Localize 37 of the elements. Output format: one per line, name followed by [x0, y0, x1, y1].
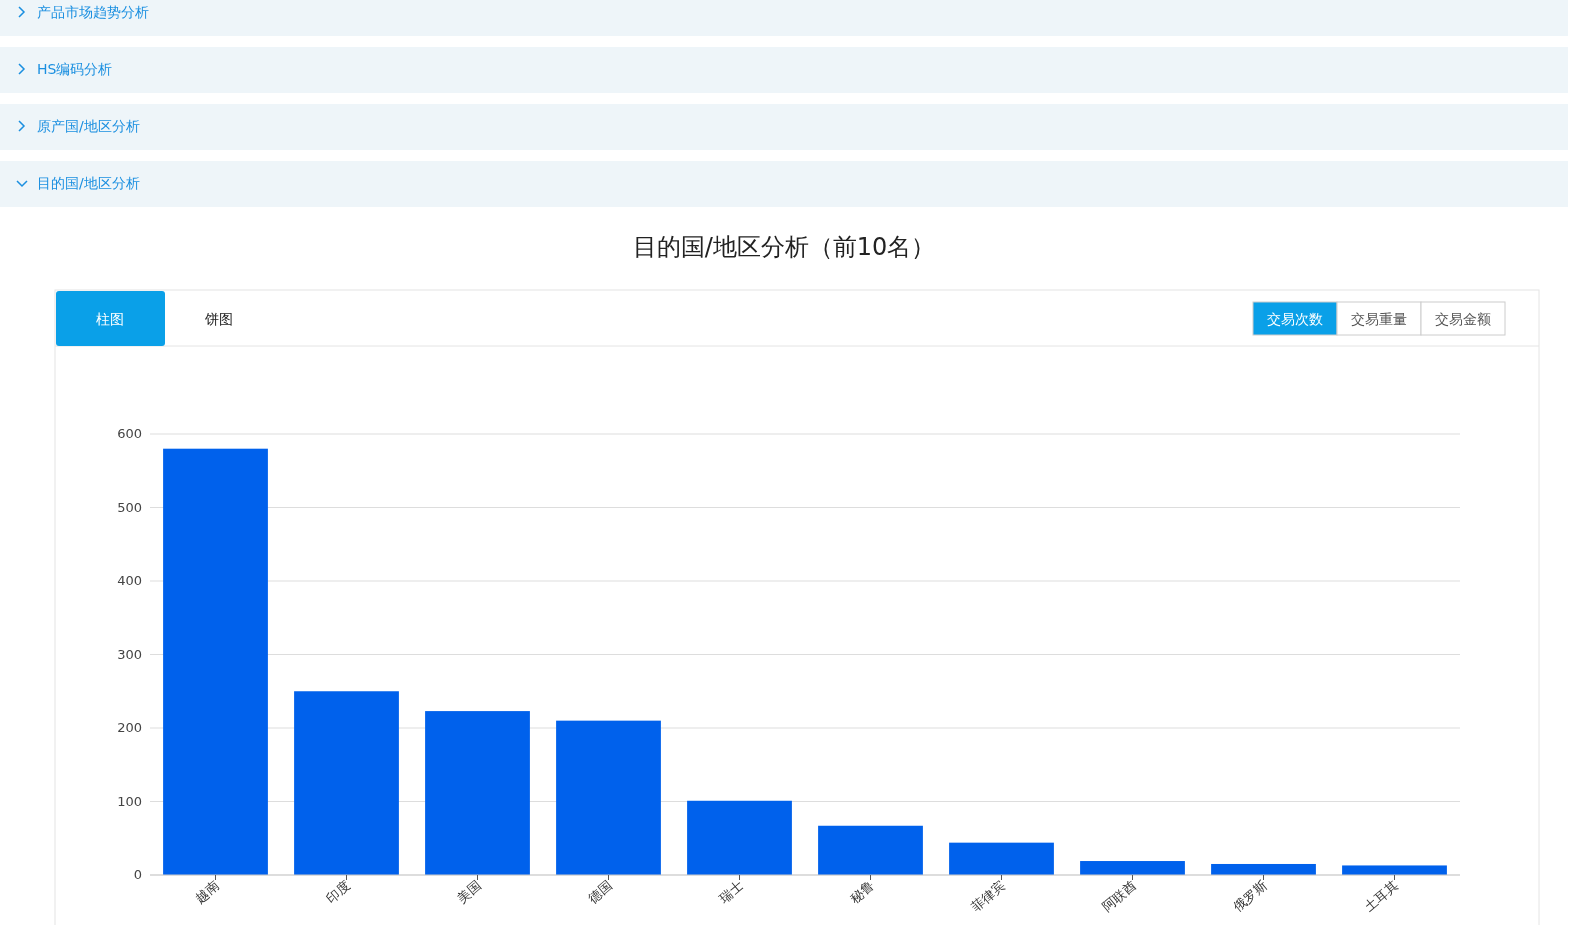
text: 原产国/地区分析	[37, 118, 140, 134]
x-tick-label: 德国	[584, 877, 615, 907]
bar	[425, 711, 530, 875]
x-tick-label: 菲律宾	[967, 877, 1008, 915]
y-tick-label: 300	[117, 646, 142, 662]
x-tick-label: 越南	[191, 877, 222, 907]
bar	[949, 842, 1054, 875]
text: HS编码分析	[37, 61, 113, 77]
y-tick-label: 0	[133, 867, 142, 882]
x-tick-label: 俄罗斯	[1229, 877, 1270, 915]
text: 交易重量	[1351, 311, 1407, 327]
x-tick-label: 秘鲁	[846, 877, 877, 907]
bar	[556, 720, 661, 875]
bar	[1080, 861, 1185, 875]
text: 目的国/地区分析	[37, 175, 140, 191]
x-tick-label: 土耳其	[1360, 877, 1401, 915]
bar	[294, 691, 399, 875]
x-tick-label: 阿联酋	[1098, 877, 1139, 915]
bar	[818, 825, 923, 875]
x-tick-label: 印度	[322, 877, 353, 907]
bar	[163, 448, 268, 875]
text: 柱图	[96, 311, 124, 327]
text: 交易次数	[1267, 311, 1323, 327]
bar	[1342, 865, 1447, 875]
x-tick-label: 美国	[453, 877, 484, 907]
text: 交易金额	[1435, 311, 1491, 327]
bar	[687, 800, 792, 875]
chart-title: 目的国/地区分析（前10名）	[632, 233, 936, 261]
y-tick-label: 600	[117, 426, 142, 441]
y-tick-label: 500	[117, 499, 142, 515]
bar	[1211, 863, 1316, 875]
y-tick-label: 200	[117, 720, 142, 735]
text: 产品市场趋势分析	[37, 4, 149, 20]
y-tick-label: 100	[117, 793, 142, 809]
text: 饼图	[204, 311, 233, 327]
y-tick-label: 400	[117, 573, 142, 588]
x-tick-label: 瑞士	[715, 877, 746, 907]
